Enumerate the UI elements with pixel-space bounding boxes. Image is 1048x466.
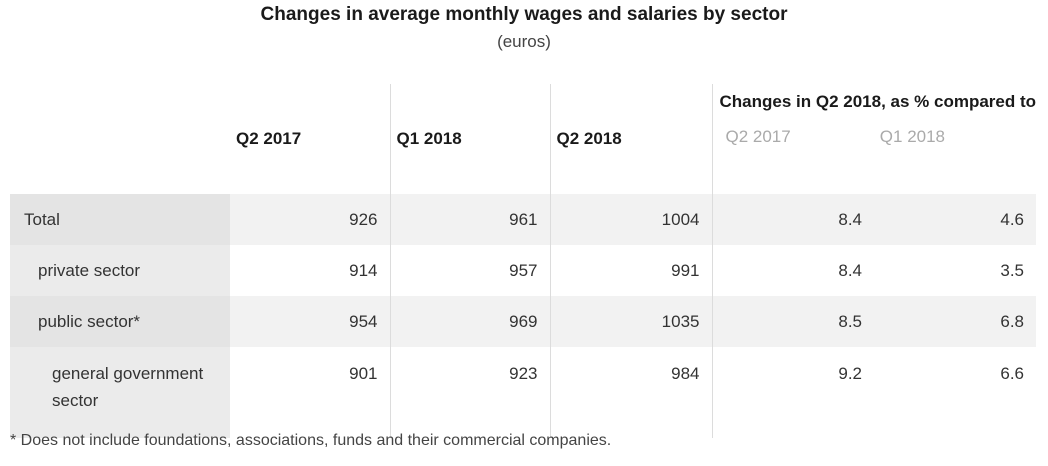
header-q2-2017: Q2 2017 [236,129,302,148]
row-label: private sector [10,245,230,296]
cell-q2-2018: 1035 [549,296,712,347]
table-title: Changes in average monthly wages and sal… [260,4,788,25]
footnote: * Does not include foundations, associat… [10,432,612,449]
table-row: general government sector 901 923 984 9.… [10,347,1036,438]
cell-chg-q1-2018: 6.6 [874,347,1036,438]
cell-q2-2018: 991 [549,245,712,296]
cell-q1-2018: 961 [389,194,550,245]
cell-q1-2018: 923 [389,347,550,438]
table-header-row: Q2 2017 Q1 2018 Q2 2018 Changes in Q2 20… [10,84,1036,194]
header-changes-sub: Q2 2017 Q1 2018 [720,123,1037,150]
cell-q2-2017: 954 [230,296,390,347]
cell-q2-2017: 926 [230,194,390,245]
table-row: private sector 914 957 991 8.4 3.5 [10,245,1036,296]
header-changes-vs-q1-2018: Q1 2018 [879,127,946,146]
header-changes-label: Changes in Q2 2018, as % compared to [719,92,1037,111]
table-subtitle: (euros) [497,32,551,51]
wages-table: Q2 2017 Q1 2018 Q2 2018 Changes in Q2 20… [10,84,1036,438]
cell-chg-q1-2018: 6.8 [874,296,1036,347]
cell-q2-2017: 914 [230,245,390,296]
table-row: public sector* 954 969 1035 8.5 6.8 [10,296,1036,347]
header-q2-2018: Q2 2018 [549,84,712,194]
cell-q1-2018: 957 [389,245,550,296]
header-changes-vs-q2-2017: Q2 2017 [725,127,791,146]
cell-chg-q1-2018: 4.6 [874,194,1036,245]
cell-q2-2018: 1004 [549,194,712,245]
table-row: Total 926 961 1004 8.4 4.6 [10,194,1036,245]
row-label: general government sector [10,347,230,438]
cell-chg-q2-2017: 8.5 [711,296,874,347]
row-label: public sector* [10,296,230,347]
header-q1-2018: Q1 2018 [389,84,550,194]
cell-chg-q2-2017: 9.2 [711,347,874,438]
header-empty [10,84,230,194]
cell-chg-q2-2017: 8.4 [711,194,874,245]
row-label: Total [10,194,230,245]
cell-chg-q1-2018: 3.5 [874,245,1036,296]
cell-q2-2018: 984 [549,347,712,438]
header-changes: Changes in Q2 2018, as % compared to Q2 … [711,84,1037,194]
cell-q2-2017: 901 [230,347,390,438]
cell-q1-2018: 969 [389,296,550,347]
cell-chg-q2-2017: 8.4 [711,245,874,296]
